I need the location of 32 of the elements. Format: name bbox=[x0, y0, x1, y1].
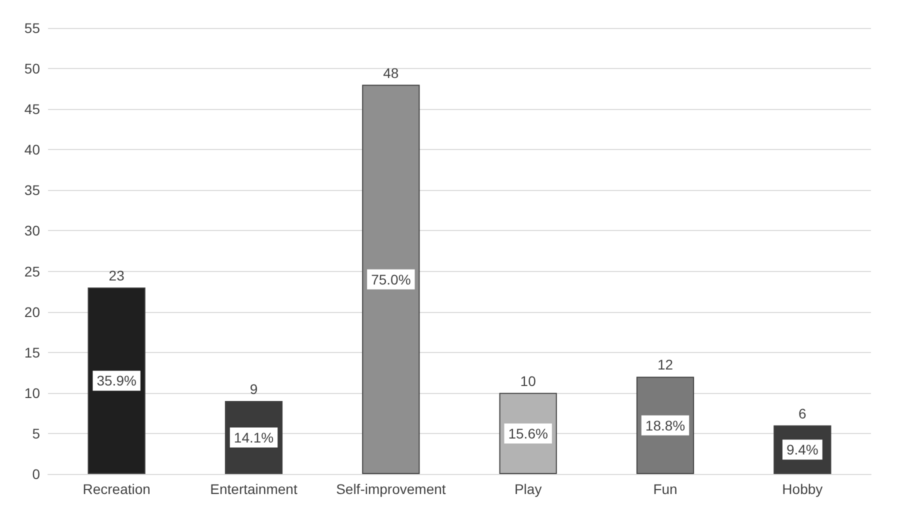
bar bbox=[88, 287, 146, 474]
data-label: 10 bbox=[520, 372, 536, 389]
data-label: 48 bbox=[383, 64, 399, 81]
data-label: 9 bbox=[250, 381, 258, 398]
y-tick-label: 0 bbox=[32, 466, 40, 482]
y-tick-label: 15 bbox=[24, 344, 40, 360]
annotation: 15.6% bbox=[508, 425, 548, 442]
annotation: 14.1% bbox=[234, 430, 274, 446]
x-tick-label: Hobby bbox=[782, 481, 823, 497]
y-tick-label: 40 bbox=[24, 142, 40, 158]
y-tick-label: 10 bbox=[24, 384, 40, 401]
x-tick-label: Recreation bbox=[82, 481, 150, 497]
x-tick-label: Play bbox=[514, 481, 542, 497]
y-tick-label: 55 bbox=[24, 20, 40, 36]
y-tick-label: 30 bbox=[24, 222, 40, 239]
annotation: 35.9% bbox=[96, 372, 136, 389]
y-tick-label: 35 bbox=[24, 182, 40, 198]
x-tick-label: Fun bbox=[653, 481, 678, 497]
annotation: 9.4% bbox=[786, 442, 818, 458]
data-label: 6 bbox=[798, 405, 807, 422]
y-tick-label: 5 bbox=[32, 425, 40, 442]
data-label: 12 bbox=[657, 356, 674, 373]
x-tick-label: Entertainment bbox=[210, 481, 298, 497]
data-label: 23 bbox=[108, 267, 125, 284]
y-tick-label: 25 bbox=[24, 263, 40, 280]
y-tick-label: 45 bbox=[24, 101, 40, 118]
annotation: 18.8% bbox=[645, 417, 686, 434]
x-tick-label: Self-improvement bbox=[336, 481, 446, 497]
bar bbox=[362, 84, 420, 474]
y-tick-label: 50 bbox=[24, 60, 40, 77]
annotation: 75.0% bbox=[371, 271, 411, 288]
y-tick-label: 20 bbox=[24, 304, 40, 320]
